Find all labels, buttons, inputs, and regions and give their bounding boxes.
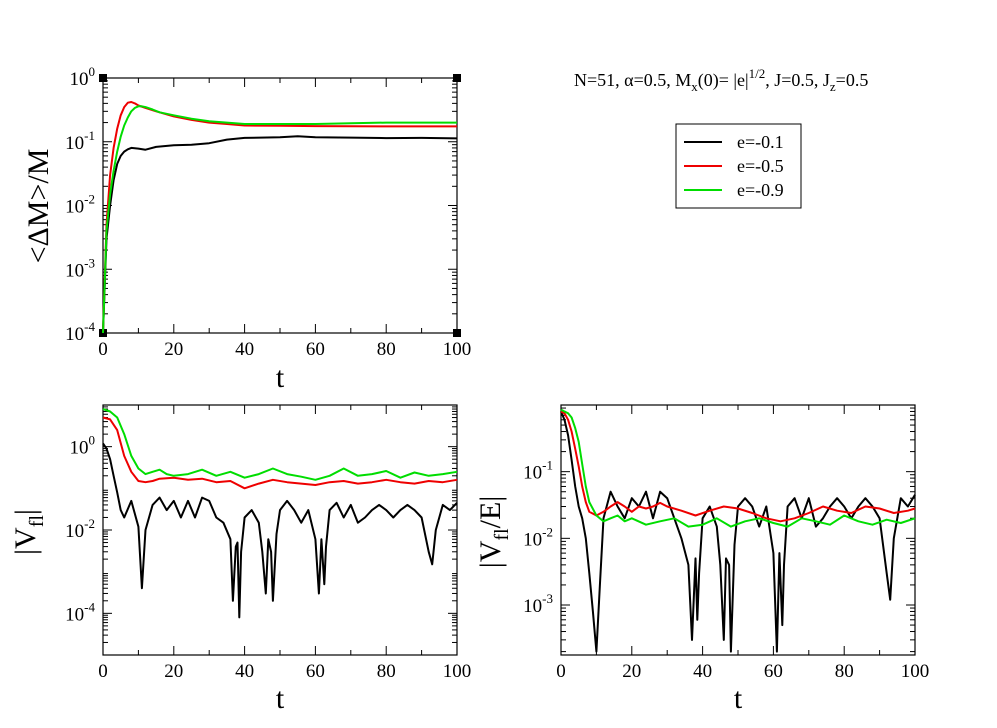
top-series (102, 101, 458, 334)
series-line-e=-0.1 (102, 442, 458, 619)
legend-items: e=-0.1 e=-0.5 e=-0.9 (684, 132, 784, 200)
y-tick-label: 10-4 (65, 599, 95, 625)
x-tick-label: 0 (98, 339, 108, 360)
bottom-right-y-axis-label: |Vfl/E| (474, 496, 513, 569)
y-tick-label: 100 (70, 64, 96, 90)
top-x-axis-label: t (276, 361, 285, 394)
y-tick-label: 10-4 (65, 319, 95, 345)
y-tick-label: 10-2 (65, 516, 95, 542)
series-line-e=-0.5 (560, 410, 916, 523)
x-tick-label: 20 (164, 339, 183, 360)
x-tick-label: 60 (306, 661, 325, 682)
y-tick-label: 100 (70, 433, 96, 459)
y-tick-label: 10-1 (523, 458, 553, 484)
x-tick-label: 100 (443, 339, 472, 360)
x-tick-label: 60 (764, 661, 783, 682)
bottom-left-panel: 0 20 40 60 80 100 100 10-2 10-4 t |Vfl| (9, 404, 471, 715)
y-tick-label: 10-3 (523, 591, 553, 617)
series-line-e=-0.1 (102, 135, 458, 334)
x-tick-label: 80 (377, 661, 396, 682)
legend-label: e=-0.9 (737, 180, 784, 200)
x-tick-label: 60 (306, 339, 325, 360)
top-panel: 0 20 40 60 80 100 100 10-1 10-2 10-3 10-4 t <ΔM>/M (22, 64, 471, 394)
series-line-e=-0.5 (102, 416, 458, 490)
legend-label: e=-0.1 (737, 132, 784, 152)
bottom-left-y-axis-label: |Vfl| (9, 509, 48, 555)
parameter-annotation: N=51, α=0.5, Mx(0)= |e|1/2, J=0.5, Jz=0.… (574, 66, 868, 94)
x-tick-label: 0 (556, 661, 566, 682)
x-tick-label: 100 (443, 661, 472, 682)
series-line-e=-0.1 (560, 411, 916, 653)
top-ticks: 0 20 40 60 80 100 100 10-1 10-2 10-3 10-4 (65, 64, 471, 360)
x-tick-label: 40 (235, 339, 254, 360)
series-line-e=-0.9 (102, 105, 457, 334)
bottom-right-series (560, 408, 916, 653)
legend: e=-0.1 e=-0.5 e=-0.9 (675, 123, 802, 209)
x-tick-label: 40 (693, 661, 712, 682)
corner-marker (453, 74, 461, 82)
x-tick-label: 20 (622, 661, 641, 682)
x-tick-label: 0 (98, 661, 108, 682)
corner-marker (453, 329, 461, 337)
x-tick-label: 40 (235, 661, 254, 682)
y-tick-label: 10-3 (65, 255, 95, 281)
y-tick-label: 10-2 (523, 524, 553, 550)
bottom-right-ticks: 0 20 40 60 80 100 10-1 10-2 10-3 (523, 405, 929, 682)
corner-marker (99, 74, 107, 82)
bottom-right-panel: 0 20 40 60 80 100 10-1 10-2 10-3 t |Vfl/E| (474, 404, 929, 715)
x-tick-label: 80 (835, 661, 854, 682)
bottom-right-x-axis-label: t (734, 682, 743, 715)
legend-label: e=-0.5 (737, 156, 784, 176)
bottom-left-ticks: 0 20 40 60 80 100 100 10-2 10-4 (65, 405, 471, 682)
y-tick-label: 10-2 (65, 192, 95, 218)
y-tick-label: 10-1 (65, 128, 95, 154)
bottom-left-series (102, 408, 458, 619)
x-tick-label: 100 (901, 661, 930, 682)
x-tick-label: 80 (377, 339, 396, 360)
bottom-left-x-axis-label: t (276, 682, 285, 715)
x-tick-label: 20 (164, 661, 183, 682)
series-line-e=-0.9 (102, 408, 458, 481)
top-y-axis-label: <ΔM>/M (22, 149, 55, 264)
series-line-e=-0.9 (560, 408, 916, 528)
